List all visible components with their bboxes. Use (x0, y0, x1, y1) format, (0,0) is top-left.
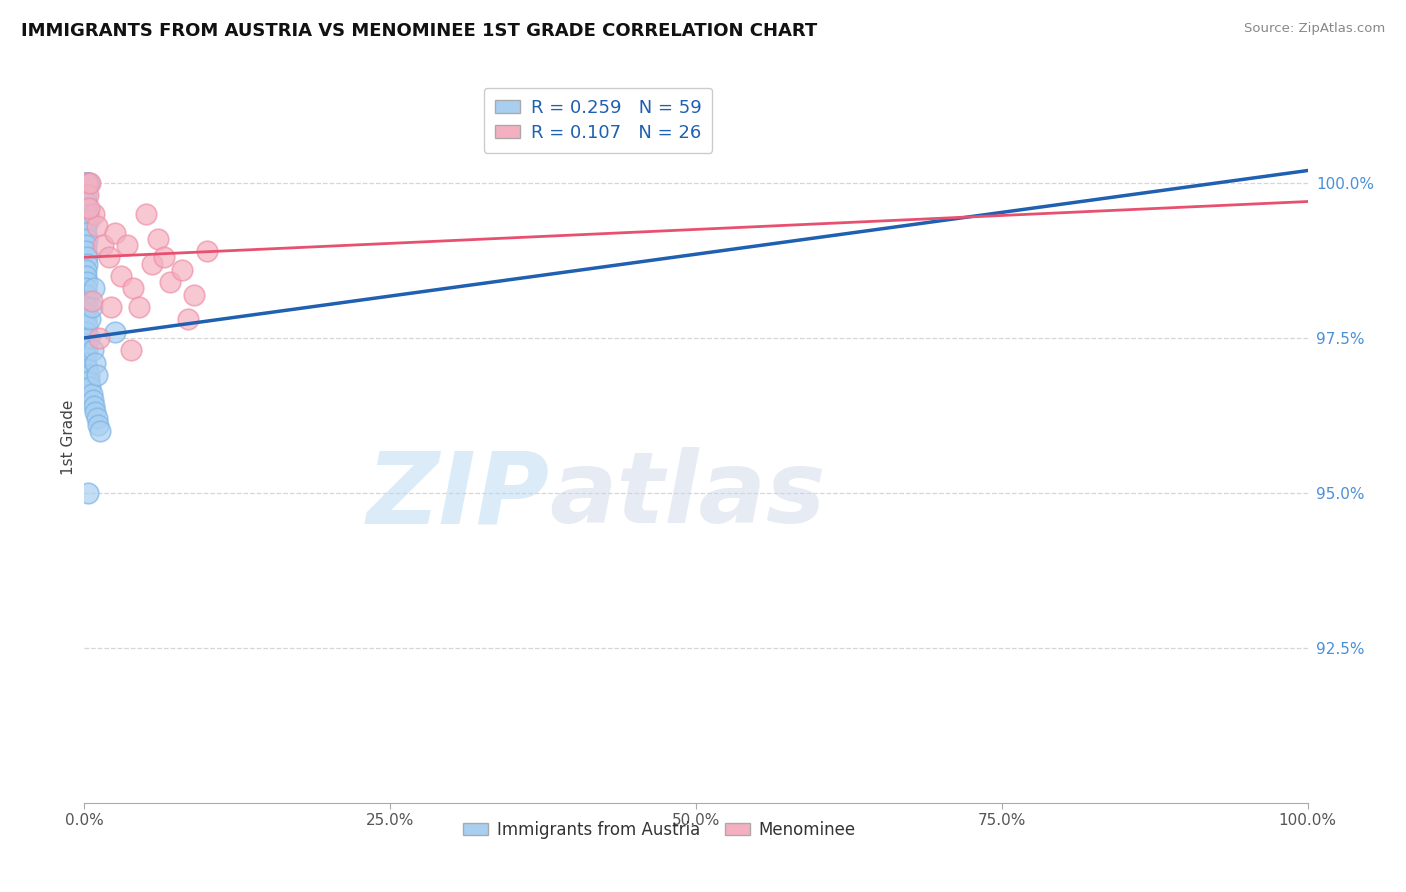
Point (84, 405, 107, 419)
Point (91, 238, 114, 252)
Point (76, 176, 98, 190)
Point (76, 176, 98, 190)
Legend: Immigrants from Austria, Menominee: Immigrants from Austria, Menominee (457, 814, 862, 846)
Point (195, 244, 218, 259)
Point (153, 250, 176, 264)
Point (76, 343, 98, 358)
Point (104, 226, 127, 240)
Point (77, 213, 100, 227)
Point (75, 350, 97, 364)
Point (135, 207, 157, 221)
Point (75, 188, 97, 202)
Point (79, 380, 101, 394)
Point (76, 300, 98, 314)
Point (75, 194, 97, 209)
Point (77, 201, 100, 215)
Point (77, 176, 100, 190)
Point (104, 325, 127, 339)
Point (77, 176, 100, 190)
Point (75, 331, 97, 345)
Point (82, 392, 104, 407)
Point (76, 256, 98, 270)
Point (75, 306, 97, 320)
Point (76, 207, 98, 221)
Point (128, 300, 150, 314)
Point (75, 356, 97, 370)
Point (122, 281, 145, 295)
Point (75, 312, 97, 326)
Point (75, 287, 97, 301)
Point (75, 244, 97, 259)
Point (77, 374, 100, 388)
Point (115, 238, 138, 252)
Point (86, 219, 108, 234)
Point (77, 207, 100, 221)
Point (77, 188, 100, 202)
Point (79, 176, 101, 190)
Point (141, 256, 163, 270)
Point (100, 300, 122, 314)
Point (75, 176, 97, 190)
Y-axis label: 1st Grade: 1st Grade (60, 400, 76, 475)
Point (76, 232, 98, 246)
Point (75, 268, 97, 283)
Point (80, 293, 103, 308)
Text: Source: ZipAtlas.com: Source: ZipAtlas.com (1244, 22, 1385, 36)
Point (177, 312, 200, 326)
Point (86, 411, 108, 425)
Point (75, 281, 97, 295)
Point (80, 386, 103, 401)
Point (120, 343, 142, 358)
Point (76, 293, 98, 308)
Point (76, 201, 98, 215)
Point (76, 275, 98, 289)
Point (172, 262, 194, 277)
Point (97, 250, 120, 264)
Point (75, 262, 97, 277)
Point (76, 176, 98, 190)
Point (77, 331, 100, 345)
Point (83, 399, 105, 413)
Point (76, 362, 98, 376)
Point (75, 176, 97, 190)
Point (82, 343, 104, 358)
Point (76, 318, 98, 333)
Point (77, 486, 100, 500)
Point (75, 226, 97, 240)
Point (87, 417, 110, 432)
Point (83, 207, 105, 221)
Point (75, 219, 97, 234)
Point (110, 268, 132, 283)
Point (75, 325, 97, 339)
Point (77, 368, 100, 383)
Point (146, 232, 169, 246)
Point (76, 176, 98, 190)
Point (75, 176, 97, 190)
Point (159, 275, 181, 289)
Point (84, 356, 107, 370)
Point (76, 337, 98, 351)
Text: ZIP: ZIP (366, 447, 550, 544)
Point (75, 238, 97, 252)
Point (83, 281, 105, 295)
Point (87, 331, 110, 345)
Point (77, 176, 100, 190)
Point (89, 424, 111, 438)
Point (86, 368, 108, 383)
Point (183, 287, 205, 301)
Point (76, 250, 98, 264)
Text: atlas: atlas (550, 447, 825, 544)
Point (76, 176, 98, 190)
Text: IMMIGRANTS FROM AUSTRIA VS MENOMINEE 1ST GRADE CORRELATION CHART: IMMIGRANTS FROM AUSTRIA VS MENOMINEE 1ST… (21, 22, 817, 40)
Point (79, 312, 101, 326)
Point (80, 300, 103, 314)
